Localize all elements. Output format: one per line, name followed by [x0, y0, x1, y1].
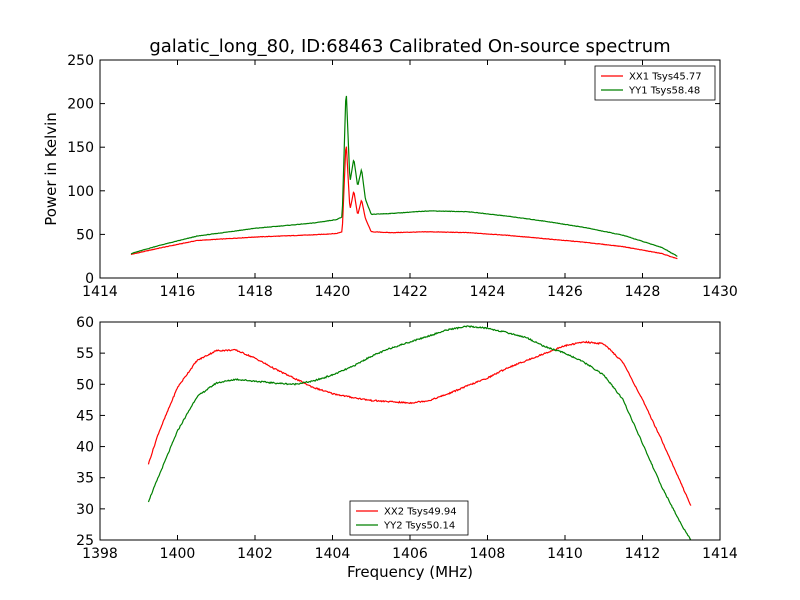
y-tick-label: 50 [76, 227, 94, 243]
bottom-spectrum-chart: 1398 1400 1402 1404 1406 1408 1410 1412 1414 25 30… [76, 315, 738, 581]
y-axis-label: Power in Kelvin [42, 112, 60, 226]
legend-box [594, 65, 716, 101]
x-tick-label: 1406 [392, 546, 428, 562]
y-tick-label: 40 [76, 440, 94, 456]
x-tick-label: 1418 [237, 284, 273, 300]
y-tick-label: 100 [67, 184, 94, 200]
x-tick-label: 1412 [625, 546, 661, 562]
legend-label: YY1 Tsys58.48 [628, 86, 700, 97]
series-line-yy1 [130, 95, 678, 257]
legend-box [349, 500, 469, 536]
chart-title: galatic_long_80, ID:68463 Calibrated On-… [149, 36, 670, 57]
legend: XX2 Tsys49.94 YY2 Tsys50.14 [349, 500, 469, 536]
y-tick-label: 60 [76, 315, 94, 331]
x-axis-label: Frequency (MHz) [347, 563, 473, 581]
x-tick-label: 1400 [160, 546, 196, 562]
y-tick-label: 55 [76, 346, 94, 362]
y-tick-label: 0 [85, 271, 94, 287]
y-tick-label: 250 [67, 53, 94, 69]
x-tick-label: 1426 [547, 284, 583, 300]
y-tick-label: 30 [76, 502, 94, 518]
legend-label: YY2 Tsys50.14 [383, 521, 455, 532]
y-tick-label: 25 [76, 533, 94, 549]
x-tick-label: 1414 [82, 284, 118, 300]
x-tick-label: 1410 [547, 546, 583, 562]
series-line-xx1 [130, 146, 678, 260]
legend-label: XX1 Tsys45.77 [629, 72, 702, 83]
x-tick-label: 1414 [702, 546, 738, 562]
legend-label: XX2 Tsys49.94 [384, 507, 457, 518]
series-line-xx2 [147, 340, 692, 506]
x-tick-label: 1420 [315, 284, 351, 300]
x-tick-label: 1398 [82, 546, 118, 562]
x-tick-label: 1404 [315, 546, 351, 562]
top-spectrum-chart: 1414 1416 1418 1420 1422 1424 1426 1428 1430 0 50 1… [42, 36, 738, 300]
y-tick-label: 150 [67, 140, 94, 156]
series-line-yy2 [147, 325, 692, 540]
legend: XX1 Tsys45.77 YY1 Tsys58.48 [594, 65, 716, 101]
x-tick-label: 1416 [160, 284, 196, 300]
x-tick-label: 1430 [702, 284, 738, 300]
x-tick-label: 1422 [392, 284, 428, 300]
y-tick-label: 45 [76, 408, 94, 424]
x-tick-label: 1402 [237, 546, 273, 562]
y-tick-label: 200 [67, 97, 94, 113]
y-tick-label: 50 [76, 377, 94, 393]
y-tick-label: 35 [76, 471, 94, 487]
x-tick-label: 1424 [470, 284, 506, 300]
x-tick-label: 1408 [470, 546, 506, 562]
x-tick-label: 1428 [625, 284, 661, 300]
